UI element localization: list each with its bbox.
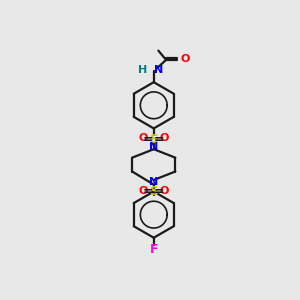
Text: O: O	[138, 186, 148, 196]
Text: O: O	[138, 134, 148, 143]
Text: N: N	[149, 177, 158, 187]
Text: S: S	[149, 185, 158, 198]
Text: N: N	[154, 65, 163, 75]
Text: O: O	[160, 134, 169, 143]
Text: F: F	[149, 243, 158, 256]
Text: =: =	[154, 133, 164, 146]
Text: N: N	[149, 142, 158, 152]
Text: =: =	[154, 185, 164, 198]
Text: H: H	[138, 65, 148, 75]
Text: S: S	[149, 133, 158, 146]
Text: O: O	[181, 54, 190, 64]
Text: =: =	[143, 133, 154, 146]
Text: O: O	[160, 186, 169, 196]
Text: =: =	[143, 185, 154, 198]
